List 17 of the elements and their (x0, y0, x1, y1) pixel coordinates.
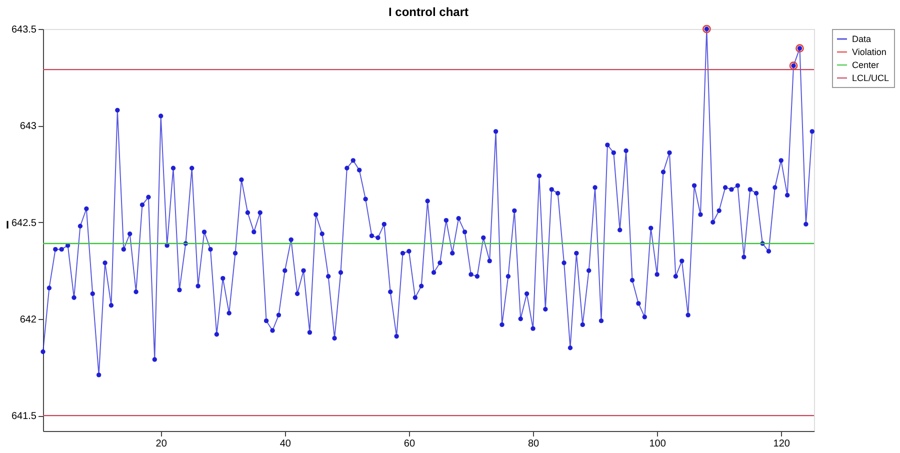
x-tick-label: 20 (156, 438, 168, 450)
x-tick-label: 60 (404, 438, 416, 450)
legend-label: Violation (852, 47, 886, 57)
y-tick-label: 642 (20, 314, 37, 326)
y-tick-label: 643 (20, 121, 37, 132)
legend-label: Data (852, 34, 872, 44)
legend-label: LCL/UCL (852, 73, 890, 83)
chart-title: I control chart (388, 4, 469, 19)
y-axis-title: I (6, 220, 10, 232)
x-tick-label: 120 (773, 438, 790, 450)
y-tick-label: 642.5 (11, 218, 37, 229)
legend-label: Center (852, 60, 880, 70)
y-tick-label: 643.5 (11, 24, 37, 36)
x-tick-label: 40 (280, 438, 292, 450)
y-tick-label: 641.5 (11, 411, 37, 422)
x-tick-label: 80 (528, 438, 540, 450)
x-tick-label: 100 (649, 438, 666, 450)
